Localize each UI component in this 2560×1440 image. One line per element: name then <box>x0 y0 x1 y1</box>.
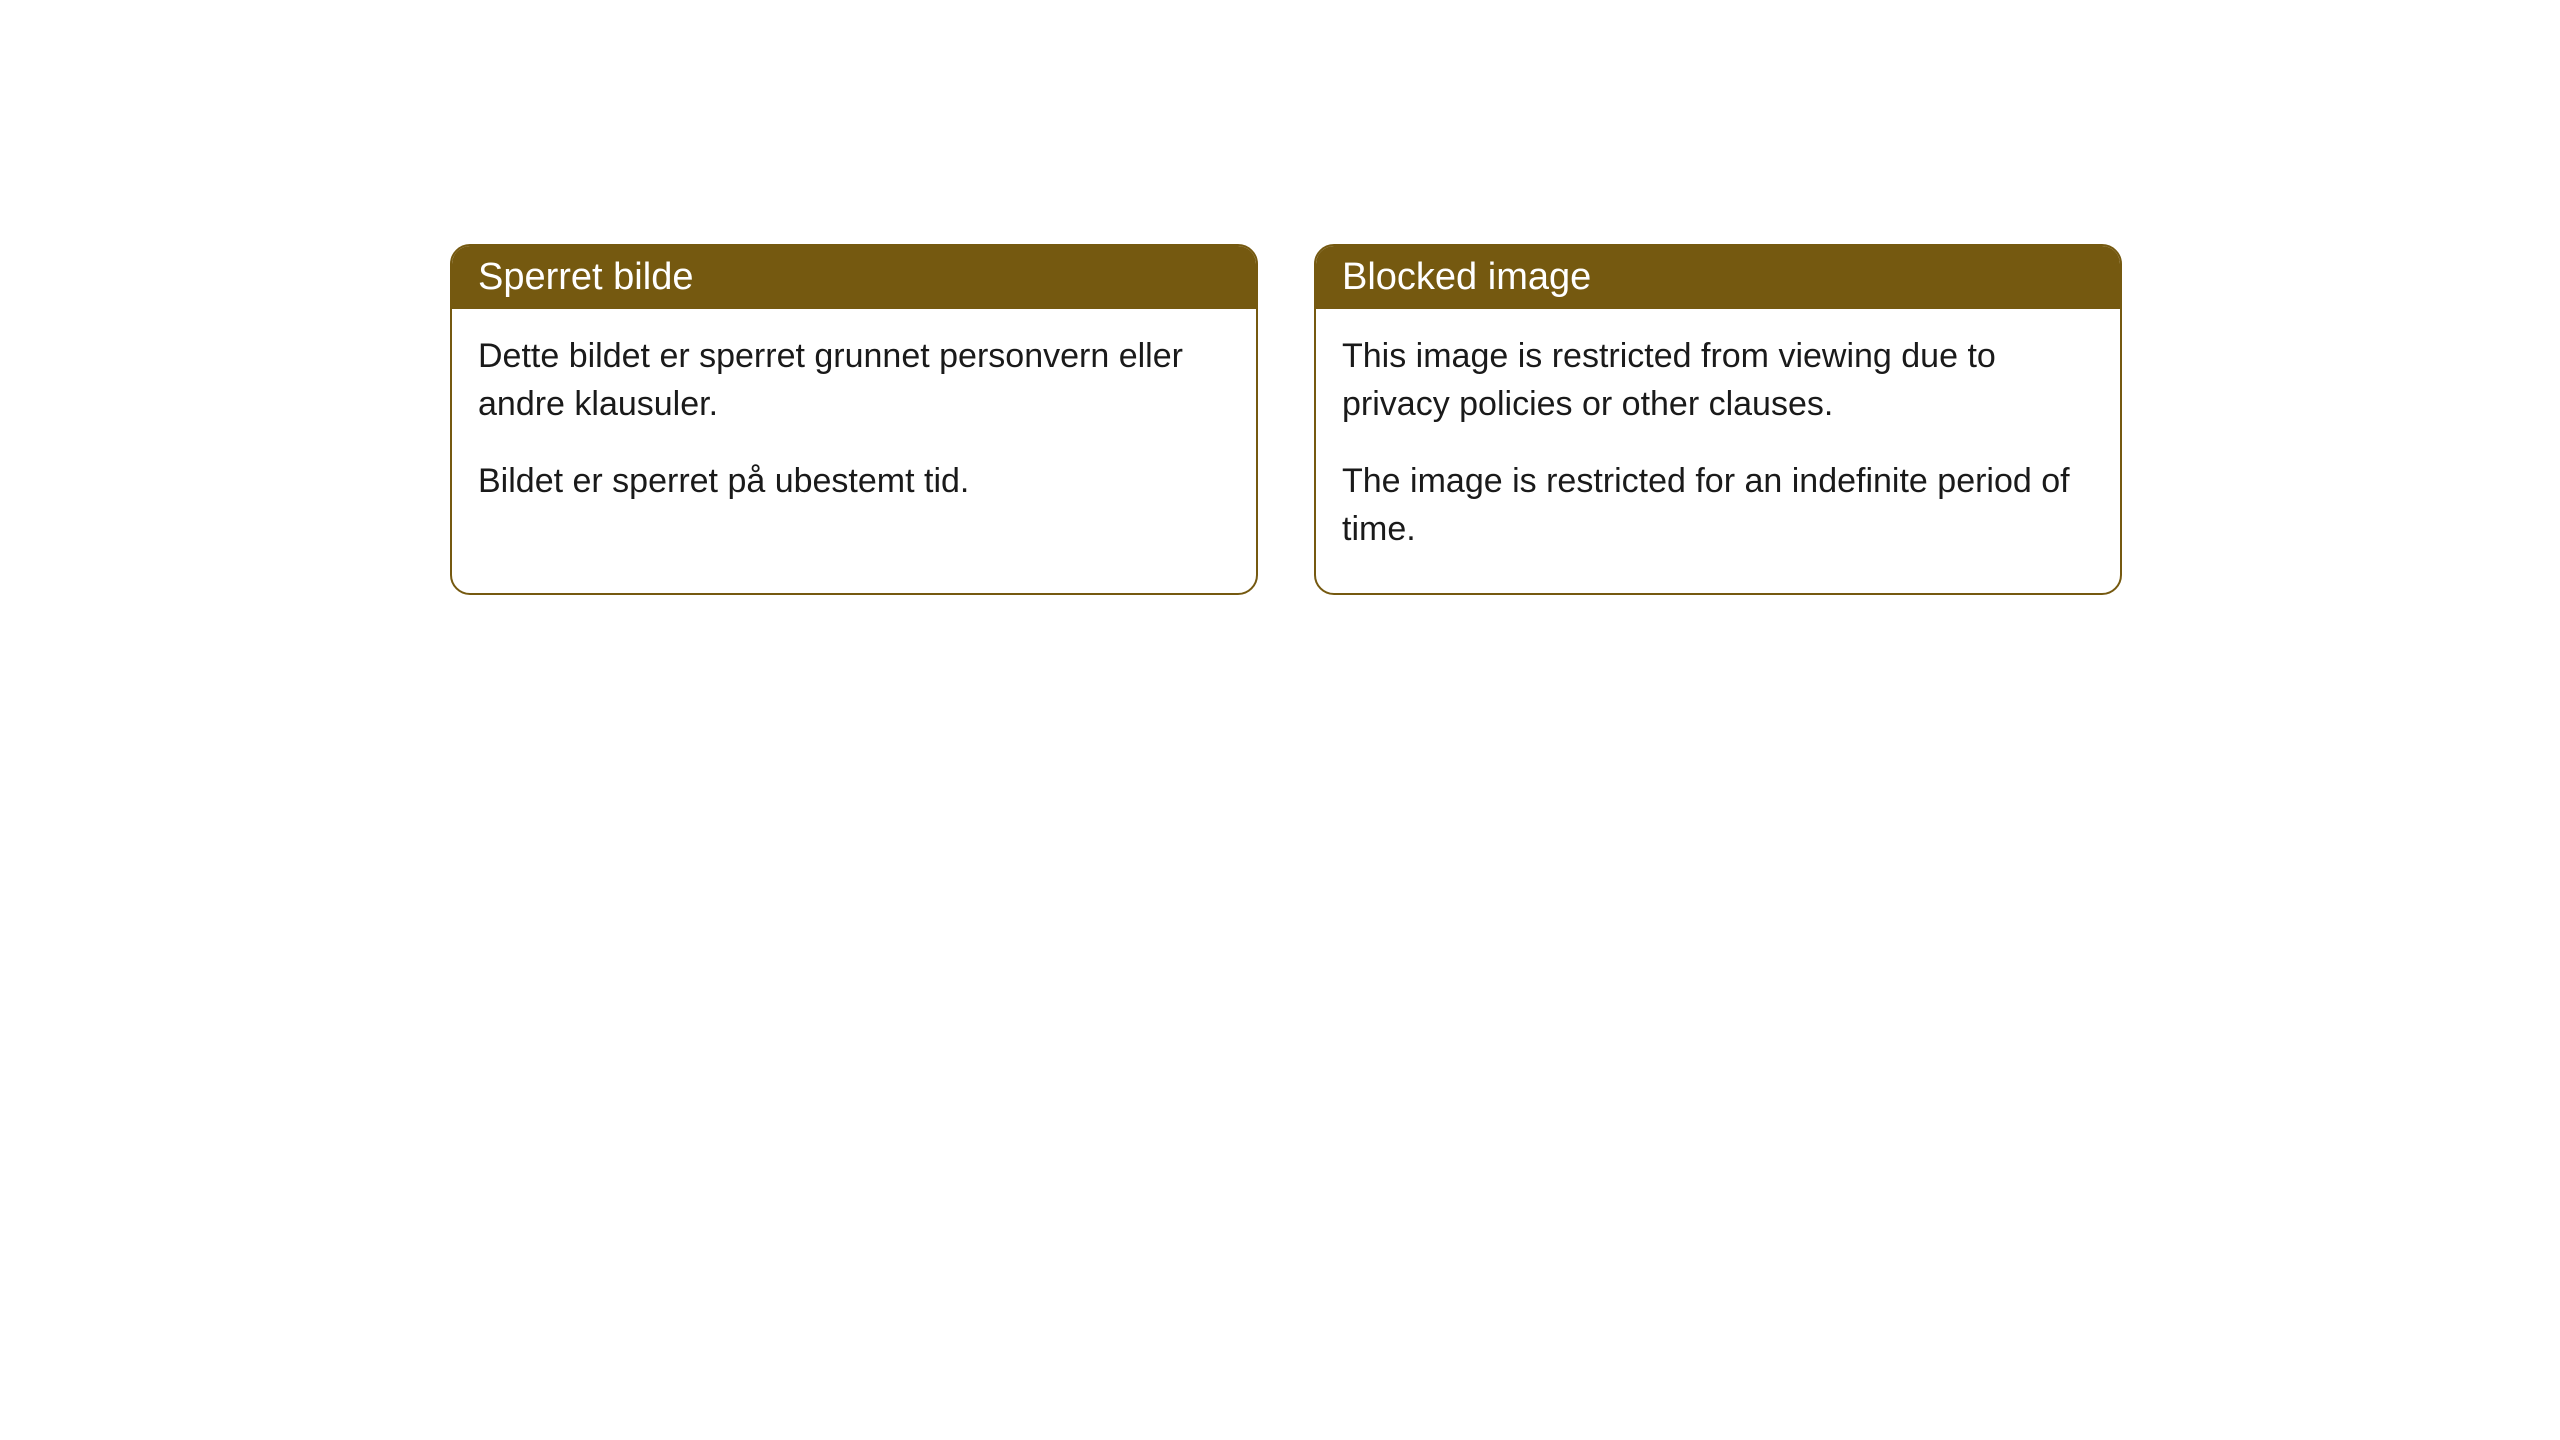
notice-header-norwegian: Sperret bilde <box>452 246 1256 309</box>
notice-card-english: Blocked image This image is restricted f… <box>1314 244 2122 595</box>
notice-paragraph: Bildet er sperret på ubestemt tid. <box>478 458 1230 506</box>
notices-container: Sperret bilde Dette bildet er sperret gr… <box>0 0 2560 595</box>
notice-paragraph: The image is restricted for an indefinit… <box>1342 458 2094 553</box>
notice-card-norwegian: Sperret bilde Dette bildet er sperret gr… <box>450 244 1258 595</box>
notice-body-english: This image is restricted from viewing du… <box>1316 309 2120 593</box>
notice-body-norwegian: Dette bildet er sperret grunnet personve… <box>452 309 1256 546</box>
notice-paragraph: This image is restricted from viewing du… <box>1342 333 2094 428</box>
notice-paragraph: Dette bildet er sperret grunnet personve… <box>478 333 1230 428</box>
notice-header-english: Blocked image <box>1316 246 2120 309</box>
